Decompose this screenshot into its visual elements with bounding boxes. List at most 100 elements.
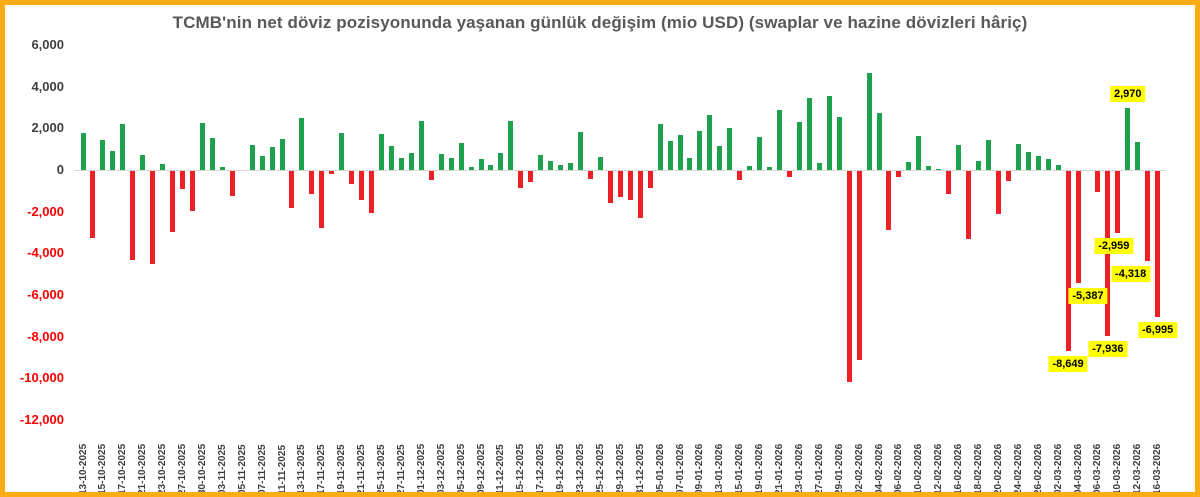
bar: [488, 164, 494, 170]
bar: [438, 153, 444, 170]
y-axis-tick-label: -2,000: [27, 203, 64, 219]
bar: [349, 171, 355, 184]
y-axis-tick-label: 0: [56, 162, 64, 177]
x-axis-tick-label: 09-01-2026: [694, 443, 706, 495]
bar: [816, 162, 822, 170]
bar: [578, 131, 583, 170]
x-axis-tick-label: 27-01-2026: [813, 443, 825, 495]
y-axis-tick-label: -4,000: [27, 245, 64, 261]
x-axis-tick-label: 15-12-2025: [515, 443, 527, 495]
x-axis-tick-label: 07-11-2025: [256, 444, 268, 495]
bar: [219, 166, 225, 170]
bar: [289, 171, 295, 209]
y-axis-tick-label: 4,000: [31, 78, 64, 94]
bar: [916, 136, 922, 170]
data-label-callout: -4,318: [1111, 265, 1151, 282]
bar: [140, 154, 146, 170]
x-axis-tick-label: 09-12-2025: [475, 443, 487, 495]
y-axis-tick-label: -12,000: [19, 412, 64, 427]
bar: [767, 166, 773, 170]
bar: [448, 158, 454, 170]
x-axis-tick-label: 01-12-2025: [415, 443, 427, 495]
y-axis-tick-label: 2,000: [31, 120, 64, 136]
bar: [150, 171, 156, 264]
x-axis-tick-label: 21-10-2025: [137, 443, 149, 495]
bar: [1105, 171, 1111, 337]
bar: [100, 139, 106, 170]
x-axis-tick-label: 25-11-2025: [376, 444, 387, 495]
x-axis-tick-label: 23-12-2025: [575, 443, 586, 495]
x-axis-tick-label: 15-10-2025: [97, 443, 109, 495]
x-axis-tick-label: 05-12-2025: [455, 443, 467, 495]
bar: [468, 167, 474, 170]
x-axis-tick-label: 20-02-2026: [992, 443, 1004, 495]
x-axis-tick-label: 02-02-2026: [853, 443, 865, 495]
bar: [1155, 171, 1161, 317]
x-axis-tick-label: 10-03-2026: [1112, 443, 1124, 495]
bar: [985, 139, 991, 170]
bar: [180, 171, 185, 190]
bar: [398, 157, 404, 170]
x-axis-tick-label: 02-03-2026: [1052, 443, 1064, 495]
bar: [369, 171, 375, 213]
x-axis-tick-label: 05-01-2026: [654, 443, 666, 495]
data-label-callout: -6,995: [1137, 321, 1178, 338]
bar: [339, 132, 345, 170]
data-label-callout: 2,970: [1109, 86, 1146, 103]
x-axis-tick-label: 17-10-2025: [117, 443, 129, 495]
x-axis-tick-label: 18-02-2026: [973, 443, 984, 495]
bar: [956, 144, 962, 170]
x-axis-tick-label: 13-01-2026: [714, 443, 726, 495]
bar: [936, 168, 942, 170]
bar: [528, 171, 534, 183]
x-axis-tick-label: 29-12-2025: [614, 443, 626, 495]
x-axis-tick-label: 27-10-2025: [177, 443, 188, 495]
bar: [667, 140, 673, 170]
bar: [896, 171, 902, 178]
y-axis-tick-label: -8,000: [27, 328, 64, 344]
x-axis-tick-label: 10-02-2026: [913, 443, 925, 495]
bar: [806, 98, 812, 170]
bar: [379, 133, 384, 170]
x-axis-tick-label: 11-12-2025: [495, 444, 507, 495]
bar: [617, 171, 623, 198]
bar: [170, 171, 176, 233]
bar: [299, 118, 305, 170]
x-axis-tick-label: 13-11-2025: [296, 444, 308, 495]
bar: [1025, 151, 1031, 170]
bar: [657, 124, 663, 170]
bar: [1135, 142, 1141, 170]
bar: [1045, 159, 1051, 170]
y-axis-tick-label: -6,000: [27, 287, 64, 302]
bar: [1075, 171, 1081, 284]
data-label-callout: -5,387: [1068, 288, 1108, 305]
bar: [418, 121, 424, 170]
bar: [866, 73, 872, 170]
y-axis-tick-label: 6,000: [31, 36, 64, 52]
x-axis-tick-label: 03-11-2025: [216, 444, 228, 495]
x-axis-tick-label: 06-03-2026: [1092, 443, 1104, 495]
bar: [538, 154, 544, 170]
x-axis-tick-label: 21-01-2026: [774, 443, 785, 495]
x-axis-tick-label: 23-10-2025: [157, 443, 169, 495]
bar: [279, 138, 285, 170]
bar: [757, 137, 763, 170]
x-axis-tick-label: 23-01-2026: [793, 443, 805, 495]
bar: [209, 138, 215, 170]
bar: [458, 143, 464, 170]
x-axis-tick-label: 03-12-2025: [435, 443, 447, 495]
x-axis-tick-label: 17-11-2025: [316, 444, 328, 495]
bar: [130, 171, 136, 260]
bar: [568, 162, 574, 170]
bar: [737, 171, 743, 180]
bar: [90, 171, 96, 238]
x-axis-tick-label: 16-03-2026: [1152, 443, 1164, 495]
bar: [1065, 171, 1071, 352]
x-axis-tick-label: 30-10-2025: [196, 443, 208, 495]
bar: [886, 171, 892, 230]
bar: [697, 131, 703, 170]
chart-title: TCMB'nin net döviz pozisyonunda yaşanan …: [172, 13, 1028, 32]
bar: [229, 171, 235, 196]
bar: [160, 163, 166, 170]
